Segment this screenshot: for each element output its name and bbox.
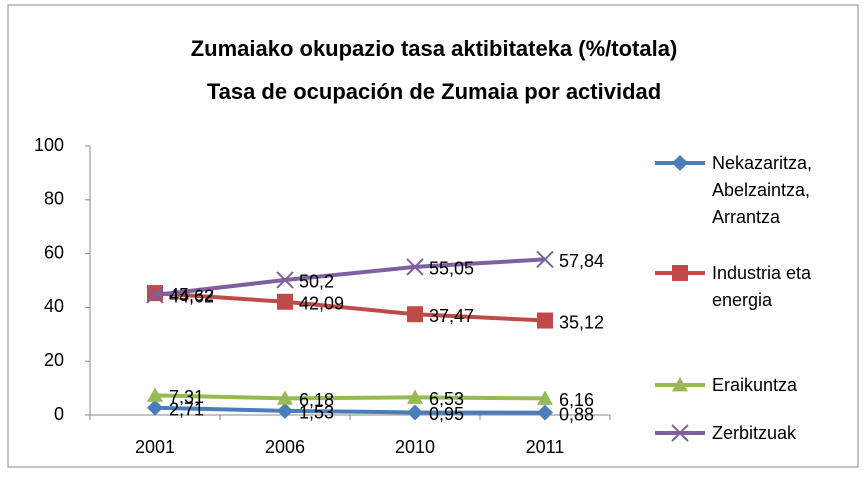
point xyxy=(406,258,424,276)
point xyxy=(277,390,293,405)
series-line xyxy=(154,393,546,401)
data-label: 42,09 xyxy=(299,294,344,314)
point xyxy=(537,312,553,329)
x-tick-label: 2006 xyxy=(265,437,305,457)
legend-label: Eraikuntza xyxy=(712,375,798,395)
legend-marker xyxy=(672,377,688,392)
point xyxy=(537,404,553,421)
y-tick-label: 40 xyxy=(44,296,64,316)
point xyxy=(147,399,163,416)
legend-label: Industria eta energia xyxy=(712,263,812,310)
data-label: 2,71 xyxy=(169,399,204,419)
y-tick-label: 20 xyxy=(44,350,64,370)
point xyxy=(277,293,293,310)
series-line xyxy=(154,405,546,415)
data-label: 55,05 xyxy=(429,259,474,279)
y-tick-label: 60 xyxy=(44,242,64,262)
legend-marker xyxy=(672,155,688,171)
series-line xyxy=(154,291,546,323)
y-tick-label: 0 xyxy=(54,404,64,424)
x-tick-label: 2011 xyxy=(526,437,565,457)
series-line xyxy=(154,257,546,297)
data-label: 57,84 xyxy=(559,251,604,271)
point xyxy=(147,387,163,402)
point xyxy=(277,402,293,419)
data-label: 44,62 xyxy=(169,287,214,307)
x-tick-label: 2010 xyxy=(395,437,435,457)
data-label: 6,18 xyxy=(299,390,334,410)
data-label: 0,95 xyxy=(429,404,464,424)
data-label: 6,53 xyxy=(429,389,464,409)
data-label: 7,31 xyxy=(169,387,204,407)
point xyxy=(407,404,423,421)
data-label: 1,53 xyxy=(299,403,334,423)
data-label: 35,12 xyxy=(559,312,604,332)
point xyxy=(407,306,423,323)
point xyxy=(276,271,294,289)
y-tick-label: 100 xyxy=(34,135,64,155)
legend-marker xyxy=(672,265,688,281)
legend-label: Zerbitzuak xyxy=(712,423,797,443)
legend-marker xyxy=(671,424,689,442)
point xyxy=(536,250,554,269)
point xyxy=(407,389,423,404)
chart-subtitle: Tasa de ocupación de Zumaia por activida… xyxy=(207,79,661,104)
data-label: 6,16 xyxy=(559,390,594,410)
chart-border xyxy=(7,4,859,468)
legend-label: Nekazaritza, Abelzaintza, Arrantza xyxy=(712,153,813,227)
data-label: 0,88 xyxy=(559,404,594,424)
x-tick-label: 2001 xyxy=(135,437,175,457)
point xyxy=(146,286,164,304)
point xyxy=(537,390,553,405)
y-tick-label: 80 xyxy=(44,189,64,209)
data-label: 37,47 xyxy=(429,306,474,326)
data-label: 50,2 xyxy=(299,272,334,292)
chart-title: Zumaiako okupazio tasa aktibitateka (%/t… xyxy=(191,36,678,61)
